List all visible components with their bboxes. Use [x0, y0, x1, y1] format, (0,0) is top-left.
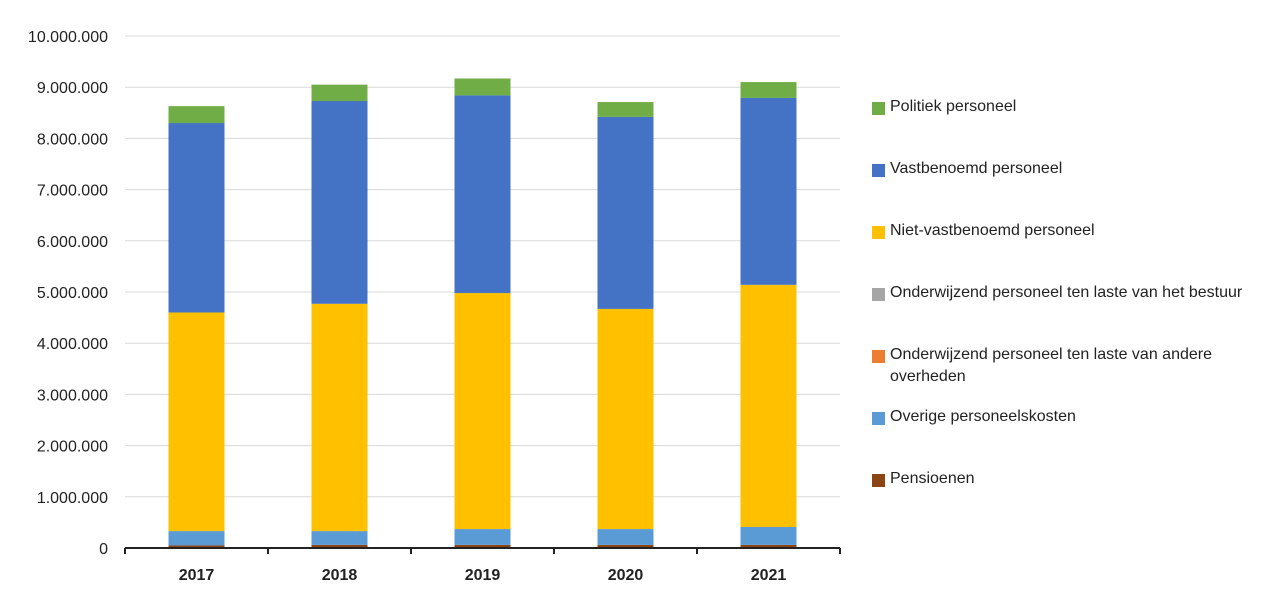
x-tick-label: 2018 [322, 567, 358, 584]
legend-swatch [872, 102, 885, 115]
legend-swatch [872, 288, 885, 301]
bar-segment [740, 97, 797, 285]
bar-segment [454, 293, 511, 530]
bar-segment [311, 531, 368, 545]
y-tick-label: 2.000.000 [37, 439, 108, 456]
legend-item: Politiek personeel [872, 90, 1272, 152]
bar-segment [454, 78, 511, 96]
x-tick-label: 2017 [179, 567, 215, 584]
legend-label: Niet-vastbenoemd personeel [890, 222, 1095, 239]
legend-swatch [872, 474, 885, 487]
y-tick-label: 7.000.000 [37, 183, 108, 200]
y-tick-label: 4.000.000 [37, 336, 108, 353]
y-tick-label: 8.000.000 [37, 131, 108, 148]
legend-item: Pensioenen [872, 462, 1272, 524]
legend-swatch [872, 226, 885, 239]
legend-swatch [872, 350, 885, 363]
legend-item: Niet-vastbenoemd personeel [872, 214, 1272, 276]
bar-segment [168, 312, 225, 532]
bar-segment [597, 102, 654, 117]
y-tick-label: 0 [99, 541, 108, 558]
legend-item: Vastbenoemd personeel [872, 152, 1272, 214]
bar-segment [740, 544, 797, 548]
legend-swatch [872, 412, 885, 425]
legend-label: Onderwijzend personeel ten laste van and… [890, 346, 1212, 385]
legend-item: Onderwijzend personeel ten laste van and… [872, 338, 1272, 400]
x-tick-label: 2019 [465, 567, 501, 584]
bar-segment [168, 123, 225, 313]
legend-label: Politiek personeel [890, 98, 1017, 115]
y-tick-label: 6.000.000 [37, 234, 108, 251]
x-tick-label: 2021 [751, 567, 787, 584]
x-tick-label: 2020 [608, 567, 644, 584]
y-tick-label: 1.000.000 [37, 490, 108, 507]
legend-label: Overige personeelskosten [890, 408, 1076, 425]
bar-segment [311, 101, 368, 304]
legend-label: Vastbenoemd personeel [890, 160, 1063, 177]
bar-segment [311, 544, 368, 548]
bar-segment [740, 527, 797, 545]
bar-segment [454, 529, 511, 545]
bar-segment [168, 531, 225, 546]
legend: Politiek personeel Vastbenoemd personeel N… [872, 90, 1272, 524]
legend-label: Pensioenen [890, 470, 975, 487]
y-tick-label: 3.000.000 [37, 387, 108, 404]
legend-item: Overige personeelskosten [872, 400, 1272, 462]
bar-segment [597, 308, 654, 530]
legend-item: Onderwijzend personeel ten laste van het… [872, 276, 1272, 338]
bar-segment [740, 82, 797, 98]
bar-segment [311, 303, 368, 532]
bar-segment [311, 84, 368, 102]
y-tick-label: 5.000.000 [37, 285, 108, 302]
bar-segment [168, 106, 225, 124]
legend-label: Onderwijzend personeel ten laste van het… [890, 284, 1243, 301]
bar-segment [168, 545, 225, 548]
stacked-bar-chart: 0 1.000.000 2.000.000 3.000.000 4.000.000 5.0… [28, 29, 841, 584]
legend-swatch [872, 164, 885, 177]
bar-segment [597, 529, 654, 545]
bar-segment [454, 95, 511, 294]
bar-segment [597, 544, 654, 548]
y-tick-label: 9.000.000 [37, 80, 108, 97]
bar-segment [597, 116, 654, 309]
y-tick-label: 10.000.000 [28, 29, 108, 46]
bar-segment [454, 544, 511, 548]
bar-segment [740, 284, 797, 528]
